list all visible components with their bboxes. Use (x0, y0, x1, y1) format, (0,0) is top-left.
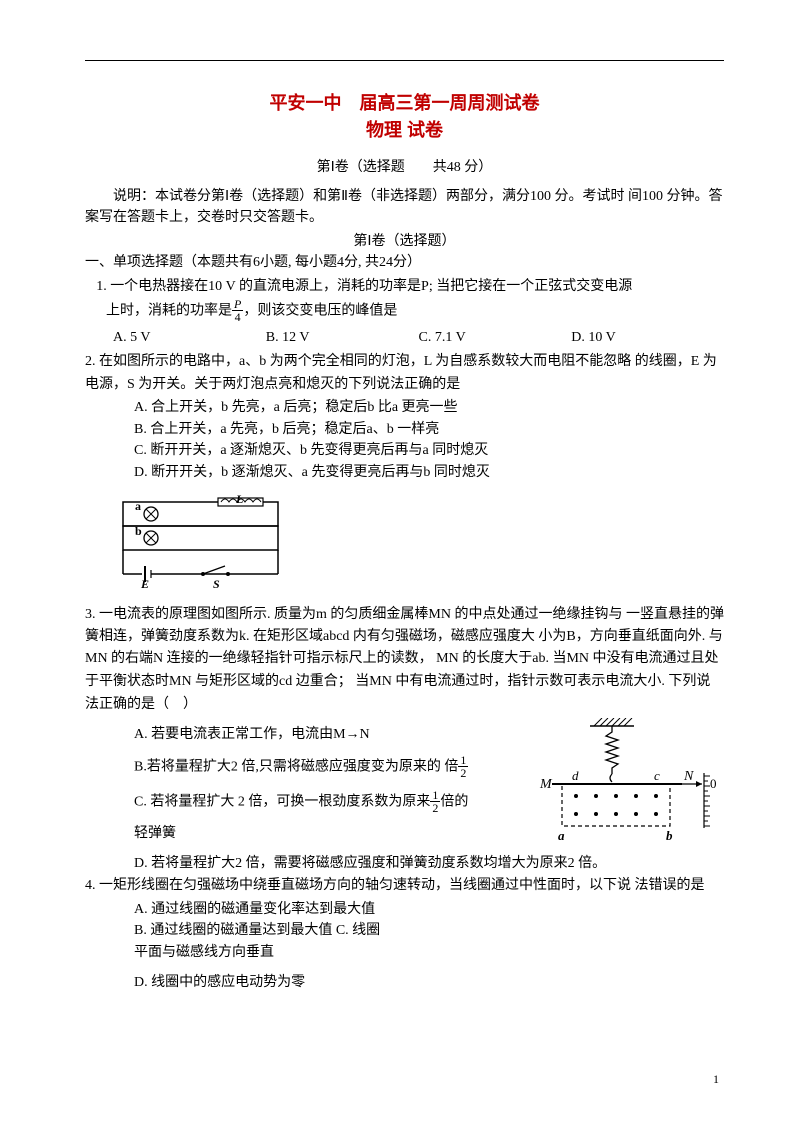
part1-heading: 第Ⅰ卷（选择题） (85, 230, 724, 250)
svg-text:0: 0 (710, 776, 717, 791)
q3-opt-b: B.若将量程扩大2 倍,只需将磁感应强度变为原来的 倍12 (134, 755, 534, 780)
q1-opt-b: B. 12 V (266, 325, 419, 350)
svg-text:b: b (666, 828, 673, 843)
q1-stem-a: 1. 一个电热器接在10 V 的直流电源上，消耗的功率是P; 当把它接在一个正弦… (96, 276, 724, 298)
q3-opt-a: A. 若要电流表正常工作，电流由M→N (134, 724, 534, 746)
q4-opt-d: D. 线圈中的感应电动势为零 (134, 972, 724, 994)
q1-options: A. 5 V B. 12 V C. 7.1 V D. 10 V (113, 325, 724, 350)
svg-text:E: E (140, 577, 149, 589)
q2-stem: 2. 在如图所示的电路中，a、b 为两个完全相同的灯泡，L 为自感系数较大而电阻… (85, 351, 724, 396)
q4-opt-b: B. 通过线圈的磁通量达到最大值 C. 线圈 (134, 920, 724, 942)
q2-opt-c: C. 断开开关，a 逐渐熄灭、b 先变得更亮后再与a 同时熄灭 (134, 440, 724, 462)
q3-opt-d: D. 若将量程扩大2 倍，需要将磁感应强度和弹簧劲度系数均增大为原来2 倍。 (134, 853, 724, 875)
q4-opt-bc: 平面与磁感线方向垂直 (134, 942, 724, 964)
q1-opt-d: D. 10 V (571, 325, 724, 350)
q2-opt-b: B. 合上开关，a 先亮，b 后亮；稳定后a、b 一样亮 (134, 419, 724, 441)
svg-text:a: a (135, 499, 141, 513)
svg-text:L: L (235, 494, 243, 506)
part-label: 第Ⅰ卷（选择题 共48 分） (85, 156, 724, 176)
q4-opt-a: A. 通过线圈的磁通量变化率达到最大值 (134, 899, 724, 921)
top-rule (85, 60, 724, 61)
q1-opt-c: C. 7.1 V (419, 325, 572, 350)
svg-text:N: N (683, 769, 694, 784)
fraction-icon: 12 (458, 754, 468, 779)
q2-circuit-diagram: a b L E S (113, 494, 724, 594)
section-heading: 一、单项选择题（本题共有6小题, 每小题4分, 共24分） (85, 252, 724, 274)
exam-title-line1: 平安一中 届高三第一周周测试卷 (85, 91, 724, 116)
svg-text:d: d (572, 768, 579, 783)
q3-stem-tail: 法正确的是（ ） (85, 694, 724, 716)
exam-title-line2: 物理 试卷 (85, 116, 724, 142)
q3-diagram: M N d c a b 0 (534, 718, 724, 853)
svg-text:M: M (539, 777, 553, 792)
fraction-icon: 12 (430, 789, 440, 814)
fraction-icon: P4 (232, 298, 243, 323)
q2-opt-d: D. 断开开关，b 逐渐熄灭、a 先变得更亮后再与b 同时熄灭 (134, 462, 724, 484)
q1-opt-a: A. 5 V (113, 325, 266, 350)
q2-opt-a: A. 合上开关，b 先亮，a 后亮；稳定后b 比a 更亮一些 (134, 397, 724, 419)
page-number: 1 (713, 1072, 719, 1087)
q4-stem: 4. 一矩形线圈在匀强磁场中绕垂直磁场方向的轴匀速转动，当线圈通过中性面时，以下… (85, 875, 724, 897)
q1-stem-b: 上时，消耗的功率是P4，则该交变电压的峰值是 (106, 299, 724, 324)
q3-opt-c-tail: 轻弹簧 (134, 823, 534, 845)
q1-stem-b-post: ，则该交变电压的峰值是 (243, 304, 397, 319)
q1-stem-b-pre: 上时，消耗的功率是 (106, 304, 232, 319)
svg-text:a: a (558, 828, 565, 843)
page-container: 平安一中 届高三第一周周测试卷 物理 试卷 第Ⅰ卷（选择题 共48 分） 说明：… (0, 0, 794, 1122)
q3-stem: 3. 一电流表的原理图如图所示. 质量为m 的匀质细金属棒MN 的中点处通过一绝… (85, 604, 724, 694)
svg-text:b: b (135, 524, 142, 538)
svg-text:S: S (213, 577, 220, 589)
svg-text:c: c (654, 768, 660, 783)
q3-opt-c: C. 若将量程扩大 2 倍，可换一根劲度系数为原来12倍的 (134, 790, 534, 815)
instructions: 说明：本试卷分第Ⅰ卷（选择题）和第Ⅱ卷（非选择题）两部分，满分100 分。考试时… (85, 186, 724, 228)
